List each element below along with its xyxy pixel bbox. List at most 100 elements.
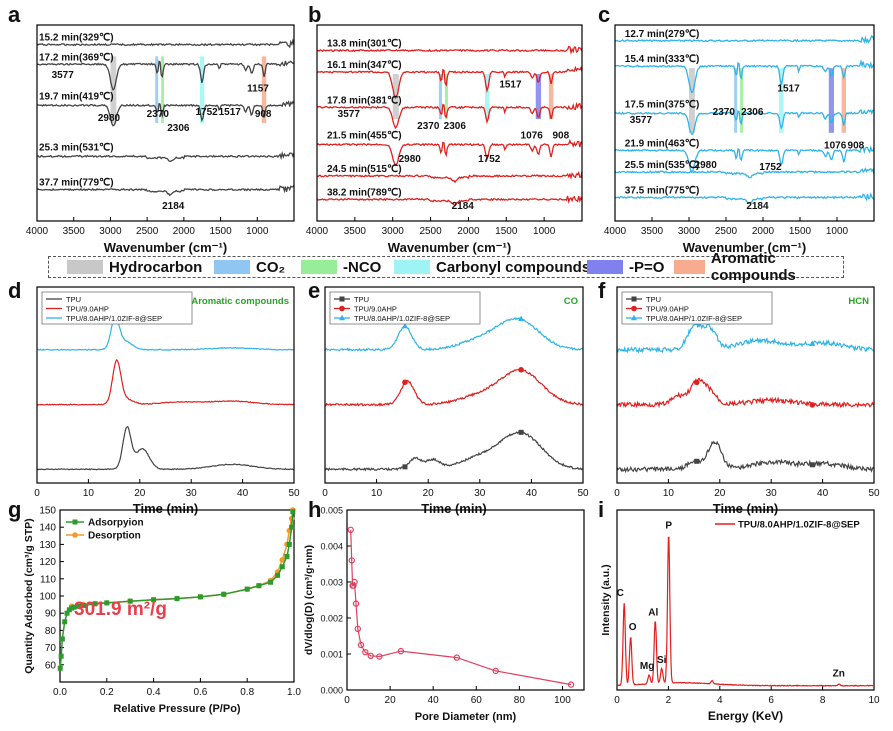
legend-label-nco: -NCO [343,258,382,276]
panel-a-xlabel: Wavenumber (cm⁻¹) [104,240,227,255]
panel-b-trace [316,171,583,184]
panel-g-point [268,579,274,585]
panel-g-point [127,598,133,604]
panel-c-band [734,68,738,133]
panel-c-band [689,68,695,133]
panel-h-ytick-label: 0.002 [320,614,343,624]
panel-e-series-markers [401,315,525,329]
panel-c-annotation: 2306 [741,107,764,118]
panel-letter-d: d [8,278,21,303]
panel-i-peak-label: C [617,588,624,599]
panel-a-band [261,56,267,123]
panel-f-series-line [616,321,875,354]
panel-g-point [76,603,82,609]
panel-i-xtick-label: 6 [768,695,774,706]
panel-i-peak-label: Mg [640,661,654,672]
panel-b-annotation: 2184 [452,201,475,212]
panel-b-annotation: 2980 [399,154,422,165]
panel-h-point [567,681,575,688]
panel-g-xtick-label: 0.0 [53,687,67,698]
panel-g-point [59,636,65,642]
panel-letter-a: a [8,2,21,27]
panel-b-xtick-label: 1000 [533,226,556,237]
panel-b-trace-label: 21.5 min(455℃) [327,131,402,142]
panel-c-annotation: 1517 [777,84,800,95]
panel-i-peak-label: Zn [833,669,845,680]
panel-e-legend-label: TPU/8.0AHP/1.0ZIF-8@SEP [354,314,450,323]
panel-a-annotation: 1517 [219,107,242,118]
panel-d-series-line [36,358,295,406]
panel-f-series-line [616,377,875,409]
panel-b-xtick-label: 1500 [495,226,518,237]
panel-e-series-line [324,316,584,352]
panel-h-point [362,649,369,656]
panel-c-band [740,68,744,133]
panel-h-xlabel: Pore Diameter (nm) [415,711,517,723]
legend-swatch-hydrocarbon [67,260,103,274]
panel-c-band [841,68,847,133]
panel-g-ytick-label: 60 [45,660,57,671]
panel-i-xtick-label: 4 [717,695,723,706]
panel-b-trace [316,195,583,207]
panel-d-legend-label: TPU [66,295,81,304]
panel-h-point [348,557,355,564]
panel-d-xtick-label: 50 [288,488,300,499]
panel-a-trace [36,37,295,49]
panel-e-legend-marker [339,314,345,321]
panel-g-annotation: 301.9 m²/g [74,599,167,620]
panel-g-point [64,610,70,616]
legend-label-aromatic: Aromatic compounds [710,250,796,284]
panel-b-trace [316,45,583,55]
panel-g-point [275,572,281,578]
panel-h-xtick-label: 40 [428,695,440,706]
panel-c-trace [614,59,875,94]
panel-g-point [256,583,262,589]
panel-h-point [352,600,360,607]
panel-b-trace [317,101,583,130]
panel-g-point [197,594,203,600]
panel-g-point [57,665,63,671]
panel-e-marker [402,379,408,386]
panel-b-xtick-label: 2500 [419,226,442,237]
panel-a-trace [36,184,295,197]
panel-e-marker [401,322,408,329]
panel-f-xlabel: Time (min) [713,501,779,516]
panel-a-annotation: 2370 [147,109,170,120]
panel-i-peak-label: Si [657,655,667,666]
panel-g-ytick-label: 130 [39,540,56,551]
panel-e-legend-box [329,291,481,325]
panel-c-annotation: 2370 [713,107,736,118]
legend-swatch-carbonyl [394,260,430,274]
panel-f-title: HCN [848,296,869,307]
panel-a-trace-label: 37.7 min(779℃) [39,178,114,189]
panel-c-annotation: 908 [848,140,865,151]
legend-hydrocarbon: Hydrocarbon [67,259,202,276]
panel-c-trace-label: 17.5 min(375℃) [625,99,700,110]
panel-f-marker [809,402,816,408]
panel-i-xtick-label: 10 [868,695,880,706]
panel-g-point [92,601,98,607]
panel-e-series-markers [402,429,524,470]
panel-g-legend-marker [72,519,78,525]
panel-d-xtick-label: 0 [34,488,40,499]
panel-g-xtick-label: 0.8 [240,687,254,698]
panel-e-legend-marker [339,305,345,312]
panel-i-peak-label: Al [648,607,658,618]
panel-h-point [350,582,357,589]
panel-a-annotation: 3577 [52,70,75,81]
legend-carbonyl: Carbonyl compounds [394,259,590,276]
panel-f-legend-marker [631,314,637,321]
panel-b-trace-label: 13.8 min(301℃) [327,39,402,50]
panel-d-xtick-label: 20 [134,488,146,499]
panel-f-marker [693,379,700,386]
legend-label-co2: CO₂ [256,258,286,276]
panel-b-annotation: 2370 [417,121,440,132]
panel-a-xtick-label: 3500 [63,226,86,237]
panel-b-xlabel: Wavenumber (cm⁻¹) [388,240,511,255]
panel-c-xtick-label: 1000 [826,226,849,237]
panel-h-ytick-label: 0.000 [320,686,343,696]
panel-a-band [199,56,205,123]
panel-g-legend-marker [72,532,78,538]
panel-g-point [290,509,296,515]
panel-a-trace-label: 25.3 min(531℃) [39,142,114,153]
